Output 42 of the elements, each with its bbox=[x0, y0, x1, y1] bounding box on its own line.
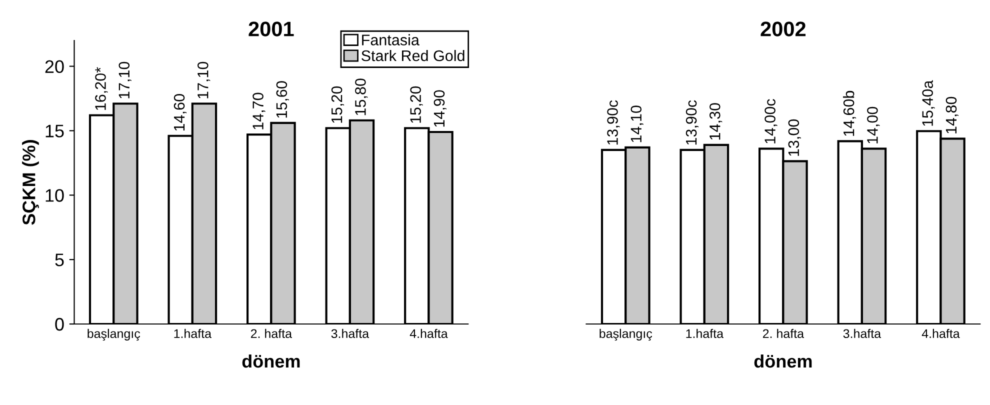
x-tick-label: 4.hafta bbox=[410, 328, 448, 338]
data-label: 13,00 bbox=[788, 119, 801, 156]
data-label: 14,60b bbox=[843, 90, 856, 136]
chart-title: 2002 bbox=[760, 22, 806, 36]
x-axis-title: dönem bbox=[242, 354, 300, 368]
x-tick-label: 3.hafta bbox=[843, 328, 882, 338]
data-label: 15,20 bbox=[331, 86, 344, 123]
x-tick-label: 1.hafta bbox=[686, 328, 724, 338]
y-tick-label: 20 bbox=[45, 60, 64, 73]
legend-label: Fantasia bbox=[362, 34, 420, 46]
data-label: 17,10 bbox=[118, 62, 132, 98]
data-label: 13,90c bbox=[686, 100, 698, 145]
x-tick-label: 3.hafta bbox=[331, 328, 370, 338]
x-axis-title: dönem bbox=[754, 354, 812, 368]
x-tick-label: 4.hafta bbox=[922, 328, 960, 338]
data-label: 14,00c bbox=[764, 99, 778, 144]
data-label: 15,20 bbox=[410, 86, 423, 123]
data-label: 15,80 bbox=[355, 78, 368, 116]
data-label: 14,10 bbox=[630, 106, 644, 142]
legend-label: Stark Red Gold bbox=[362, 50, 464, 62]
y-tick-label: 15 bbox=[46, 124, 64, 138]
x-tick-label: başlangıç bbox=[600, 328, 652, 341]
data-label: 15,60 bbox=[276, 81, 289, 118]
data-label: 16,20* bbox=[95, 67, 108, 110]
x-tick-label: 1.hafta bbox=[174, 328, 212, 338]
y-tick-label: 0 bbox=[55, 318, 64, 331]
data-label: 15,40a bbox=[922, 80, 935, 126]
data-label: 14,60 bbox=[174, 94, 186, 131]
data-label: 14,30 bbox=[710, 103, 722, 140]
x-tick-label: 2. hafta bbox=[762, 328, 804, 338]
data-label: 14,00 bbox=[867, 106, 880, 144]
x-tick-label: başlangıç bbox=[88, 328, 140, 341]
x-tick-label: 2. hafta bbox=[250, 328, 292, 338]
data-label: 13,90c bbox=[607, 100, 620, 145]
chart-title: 2001 bbox=[248, 22, 294, 36]
data-label: 14,80 bbox=[946, 96, 958, 134]
data-label: 17,10 bbox=[198, 62, 210, 98]
y-tick-label: 10 bbox=[46, 189, 64, 202]
data-label: 14,70 bbox=[252, 92, 266, 130]
y-tick-label: 5 bbox=[55, 254, 64, 266]
y-axis-title: SÇKM (%) bbox=[22, 140, 39, 225]
data-label: 14,90 bbox=[434, 90, 446, 127]
